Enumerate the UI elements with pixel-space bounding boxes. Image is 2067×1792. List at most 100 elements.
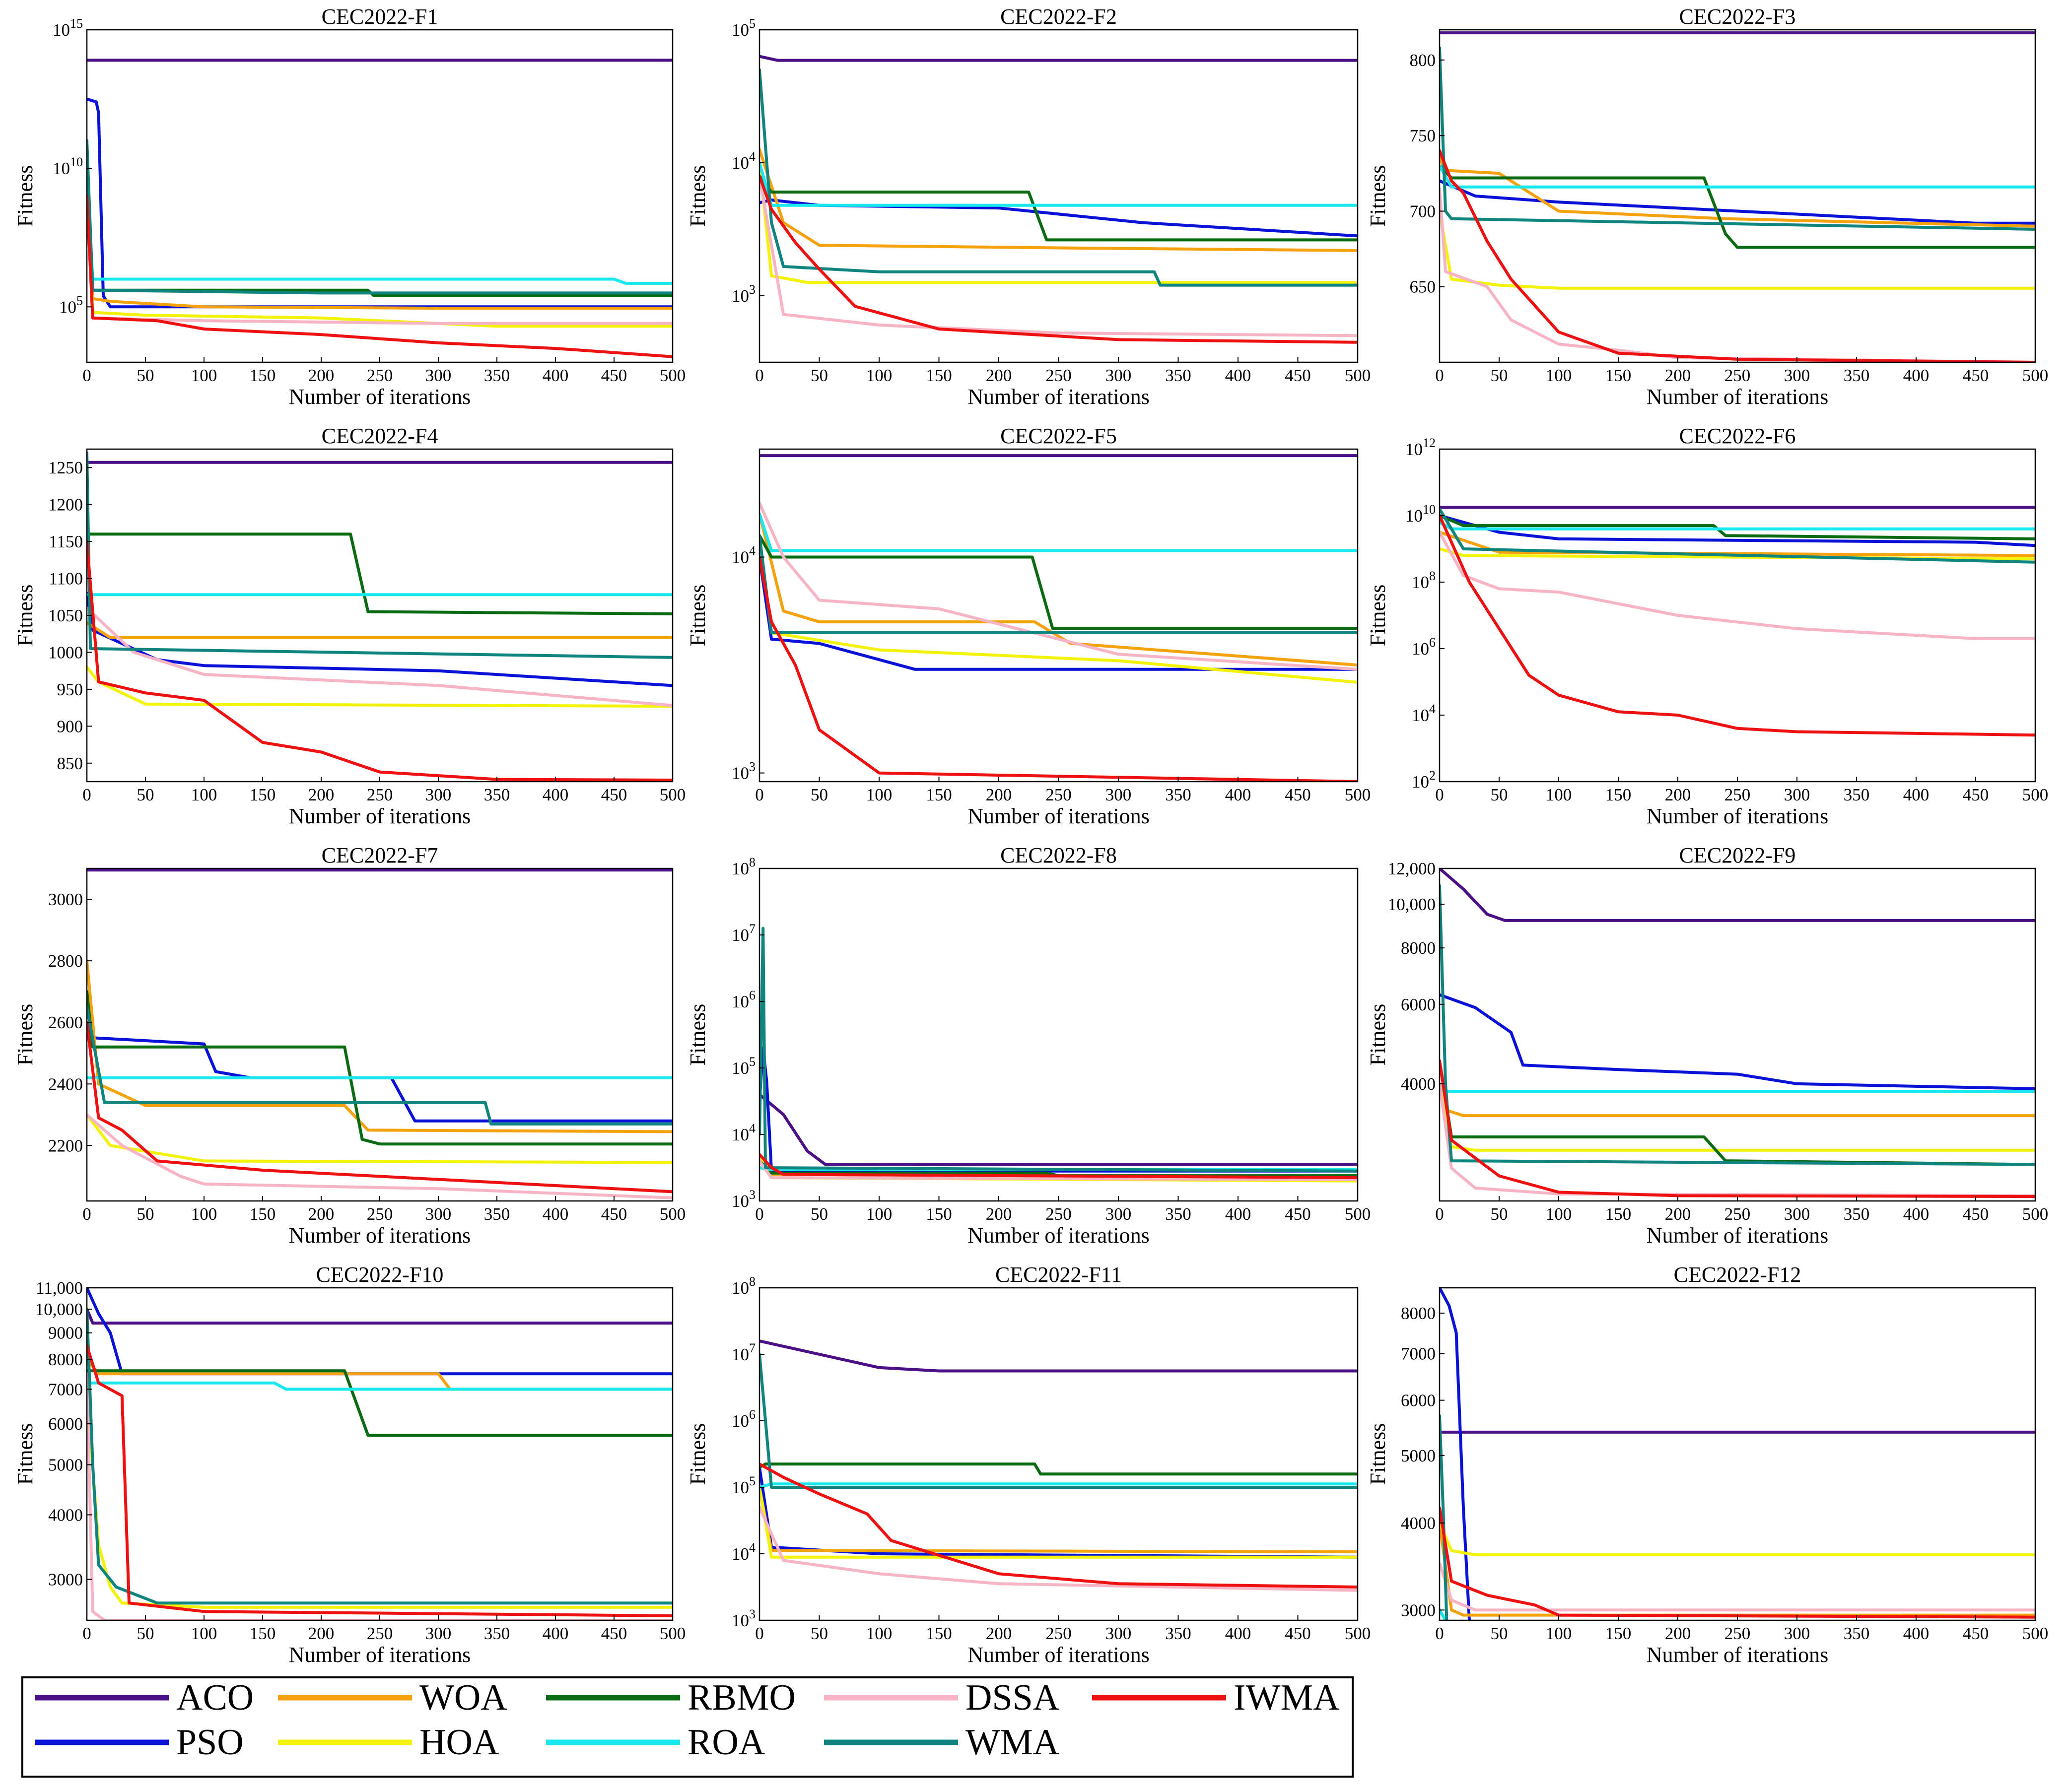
x-tick-label: 200 (308, 1624, 335, 1643)
y-tick-label: 800 (1410, 51, 1436, 70)
x-tick-label: 450 (1963, 1204, 1989, 1224)
series-pso (759, 555, 1358, 671)
subplot-7: 0 50 100 150 200 250 300 350 400 450 500 2200 2400 26… (13, 843, 686, 1248)
series-woa (1440, 531, 2035, 557)
x-axis-label: Number of iterations (967, 385, 1150, 409)
x-tick-label: 450 (601, 1204, 627, 1224)
series-wma (1440, 507, 2035, 564)
y-tick-label: 105 (732, 1474, 756, 1497)
y-tick-label: 1010 (53, 155, 83, 178)
x-tick-label: 400 (1903, 785, 1929, 804)
series-group (87, 451, 673, 782)
y-tick-label: 2400 (48, 1074, 83, 1094)
x-tick-label: 300 (1105, 1624, 1132, 1643)
x-tick-label: 450 (1285, 1204, 1311, 1224)
series-group (759, 55, 1358, 344)
x-tick-label: 400 (543, 1624, 569, 1643)
y-tick-label: 106 (1412, 635, 1436, 659)
y-tick-label: 103 (732, 760, 756, 783)
y-tick-label: 7000 (1401, 1344, 1436, 1364)
series-dssa (1440, 187, 2035, 362)
x-tick-label: 400 (1903, 366, 1929, 385)
plot-frame (758, 448, 1359, 783)
x-tick-label: 100 (191, 1204, 217, 1224)
y-tick-label: 103 (732, 1188, 756, 1211)
x-tick-label: 300 (1784, 1204, 1810, 1224)
y-tick-label: 105 (59, 293, 83, 317)
legend-label-wma: WMA (965, 1722, 1059, 1763)
x-axis-label: Number of iterations (289, 804, 471, 828)
y-tick-label: 104 (732, 544, 756, 567)
subplot-6: 0 50 100 150 200 250 300 350 400 450 500 102 104 106 1… (1366, 424, 2048, 828)
y-tick-label: 108 (1412, 569, 1436, 592)
plot-frame (86, 448, 674, 783)
x-tick-label: 400 (543, 366, 569, 385)
x-tick-label: 250 (1724, 1204, 1751, 1224)
subplot-title: CEC2022-F9 (1679, 843, 1796, 867)
x-tick-label: 200 (1665, 785, 1691, 804)
series-iwma (759, 1462, 1358, 1589)
series-roa (759, 512, 1358, 552)
plot-frame (1439, 448, 2036, 783)
x-tick-label: 150 (926, 366, 952, 385)
subplot-8: 0 50 100 150 200 250 300 350 400 450 500 103 104 105 1… (686, 843, 1371, 1248)
series-iwma (87, 1344, 673, 1617)
series-hoa (87, 665, 673, 708)
series-pso (1440, 514, 2035, 547)
series-group (87, 59, 673, 358)
x-tick-label: 450 (601, 785, 627, 804)
legend-label-woa: WOA (419, 1677, 507, 1718)
legend-label-rbmo: RBMO (688, 1677, 796, 1718)
y-tick-label: 106 (732, 988, 756, 1011)
y-tick-label: 10,000 (1388, 895, 1436, 914)
legend-label-pso: PSO (176, 1722, 244, 1763)
y-tick-label: 108 (732, 1274, 756, 1298)
subplot-title: CEC2022-F3 (1679, 4, 1796, 29)
y-axis-label: Fitness (1366, 585, 1390, 647)
subplot-9: 0 50 100 150 200 250 300 350 400 450 500 4000 6000 80… (1366, 843, 2048, 1248)
series-iwma (87, 195, 673, 358)
x-tick-label: 500 (660, 1204, 686, 1224)
x-axis-label: Number of iterations (1647, 1643, 1829, 1667)
y-tick-label: 1050 (48, 606, 83, 625)
subplot-12: 0 50 100 150 200 250 300 350 400 450 500 3000 4000 50… (1366, 1262, 2048, 1667)
x-tick-label: 0 (755, 366, 764, 385)
x-tick-label: 150 (250, 1204, 276, 1224)
x-tick-label: 250 (1045, 1624, 1072, 1643)
x-tick-label: 0 (1435, 1624, 1444, 1643)
x-tick-label: 100 (191, 366, 217, 385)
x-tick-label: 100 (866, 366, 893, 385)
y-tick-label: 850 (57, 754, 83, 773)
y-tick-label: 5000 (48, 1456, 83, 1475)
series-iwma (759, 1153, 1358, 1180)
series-pso (759, 1046, 1358, 1173)
y-tick-label: 9000 (48, 1324, 83, 1343)
x-tick-label: 250 (367, 1624, 393, 1643)
x-tick-label: 150 (250, 1624, 276, 1643)
x-tick-label: 250 (1045, 1204, 1072, 1224)
x-tick-label: 200 (986, 1624, 1012, 1643)
y-axis-label: Fitness (1366, 1004, 1390, 1066)
series-dssa (1440, 1082, 2035, 1197)
y-tick-label: 750 (1410, 126, 1436, 145)
y-tick-label: 1012 (1405, 436, 1436, 459)
y-tick-label: 3000 (48, 890, 83, 909)
series-dssa (1440, 531, 2035, 640)
series-wma (87, 139, 673, 295)
series-roa (1440, 1608, 1447, 1620)
y-tick-label: 4000 (1401, 1514, 1436, 1533)
x-tick-label: 50 (137, 1624, 154, 1643)
series-pso (1440, 1288, 1471, 1620)
x-tick-label: 150 (926, 1624, 952, 1643)
x-tick-label: 400 (1225, 366, 1251, 385)
x-tick-label: 200 (308, 1204, 335, 1224)
y-tick-label: 1100 (49, 569, 83, 589)
x-tick-label: 300 (1105, 366, 1132, 385)
x-tick-label: 150 (926, 785, 952, 804)
y-tick-label: 6000 (48, 1414, 83, 1434)
y-tick-label: 2200 (48, 1136, 83, 1155)
x-axis-label: Number of iterations (289, 1643, 471, 1667)
series-pso (1440, 179, 2035, 225)
x-tick-label: 50 (137, 1204, 154, 1224)
x-tick-label: 450 (1963, 366, 1989, 385)
